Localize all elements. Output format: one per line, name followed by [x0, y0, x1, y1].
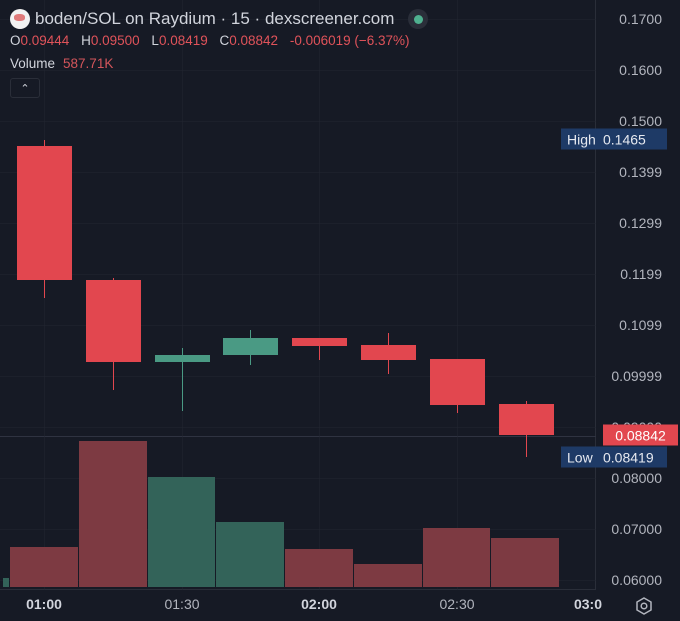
grid-line: [0, 325, 596, 326]
y-tick: 0.08000: [611, 470, 662, 486]
close-label: C: [219, 33, 230, 48]
candle-body[interactable]: [17, 146, 72, 280]
y-tick: 0.1500: [619, 113, 662, 129]
y-tick: 0.1700: [619, 11, 662, 27]
volume-bar: [10, 547, 78, 587]
chart-legend: boden/SOL on Raydium · 15 · dexscreener.…: [10, 8, 429, 98]
grid-line: [319, 0, 320, 590]
grid-line: [0, 427, 596, 428]
volume-bar: [423, 528, 490, 587]
last-price-value: 0.08842: [615, 427, 666, 443]
low-tag-label: Low: [567, 449, 593, 465]
x-tick: 02:30: [439, 596, 475, 612]
high-value: 0.09500: [90, 33, 140, 48]
y-tick: 0.1199: [620, 266, 662, 282]
chart-title: boden/SOL on Raydium · 15 · dexscreener.…: [35, 9, 395, 28]
volume-bar: [79, 441, 147, 587]
pane-separator: [0, 436, 596, 437]
high-tag-value: 0.1465: [603, 131, 646, 147]
candle-wick: [319, 338, 320, 360]
change-value: -0.006019 (−6.37%): [289, 33, 410, 48]
grid-line: [0, 376, 596, 377]
open-value: 0.09444: [20, 33, 70, 48]
grid-line: [0, 529, 596, 530]
candle-body[interactable]: [361, 345, 416, 360]
volume-bar: [148, 477, 215, 587]
x-tick: 03:0: [573, 596, 603, 612]
x-tick: 01:00: [26, 596, 62, 612]
volume-bar: [3, 578, 9, 587]
candle-body[interactable]: [499, 404, 554, 435]
close-value: 0.08842: [229, 33, 279, 48]
volume-value: 587.71K: [63, 56, 114, 71]
grid-line: [457, 0, 458, 590]
grid-line: [0, 172, 596, 173]
token-logo-icon: [10, 9, 30, 29]
settings-hexagon-icon: [636, 597, 652, 615]
candle-body[interactable]: [86, 280, 141, 362]
x-tick: 02:00: [301, 596, 337, 612]
chart-settings-button[interactable]: [634, 596, 654, 616]
low-tag-value: 0.08419: [603, 449, 654, 465]
low-price-tag: Low 0.08419: [561, 446, 667, 468]
candle-body[interactable]: [155, 355, 210, 362]
volume-bar: [354, 564, 422, 587]
grid-line: [0, 70, 596, 71]
last-price-tag: 0.08842: [603, 424, 678, 446]
low-label: L: [151, 33, 159, 48]
open-label: O: [10, 33, 21, 48]
y-tick: 0.06000: [611, 572, 662, 588]
candle-body[interactable]: [430, 359, 485, 405]
price-axis[interactable]: 0.1700 0.1600 0.1500 0.1399 0.1299 0.119…: [596, 0, 680, 590]
volume-bar: [285, 549, 353, 587]
collapse-legend-button[interactable]: ⌃: [10, 78, 40, 98]
low-value: 0.08419: [158, 33, 208, 48]
chart-area[interactable]: [0, 0, 596, 590]
volume-bar: [491, 538, 559, 587]
y-tick: 0.09999: [611, 368, 662, 384]
high-label: H: [81, 33, 91, 48]
chevron-up-icon: ⌃: [20, 82, 30, 95]
y-tick: 0.1600: [619, 62, 662, 78]
ohlc-values: O0.09444 H0.09500 L0.08419 C0.08842 -0.0…: [10, 33, 428, 51]
y-tick: 0.1099: [619, 317, 662, 333]
grid-line: [182, 0, 183, 590]
volume-bar: [216, 522, 284, 587]
y-tick: 0.1299: [619, 215, 662, 231]
y-tick: 0.07000: [611, 521, 662, 537]
candle-body[interactable]: [292, 338, 347, 346]
y-tick: 0.1399: [619, 164, 662, 180]
grid-line: [0, 19, 596, 20]
high-price-tag: High 0.1465: [561, 128, 667, 150]
grid-line: [0, 121, 596, 122]
grid-line: [0, 478, 596, 479]
volume-legend: Volume 587.71K: [10, 56, 428, 71]
candle-body[interactable]: [223, 338, 278, 355]
volume-label: Volume: [10, 56, 56, 71]
grid-line: [0, 274, 596, 275]
time-axis[interactable]: 01:00 01:30 02:00 02:30 03:0: [0, 590, 602, 619]
candle-wick: [182, 348, 183, 411]
connection-status: [408, 9, 429, 29]
grid-line: [0, 223, 596, 224]
high-tag-label: High: [567, 131, 596, 147]
status-dot-icon: [413, 14, 423, 24]
x-tick: 01:30: [164, 596, 200, 612]
